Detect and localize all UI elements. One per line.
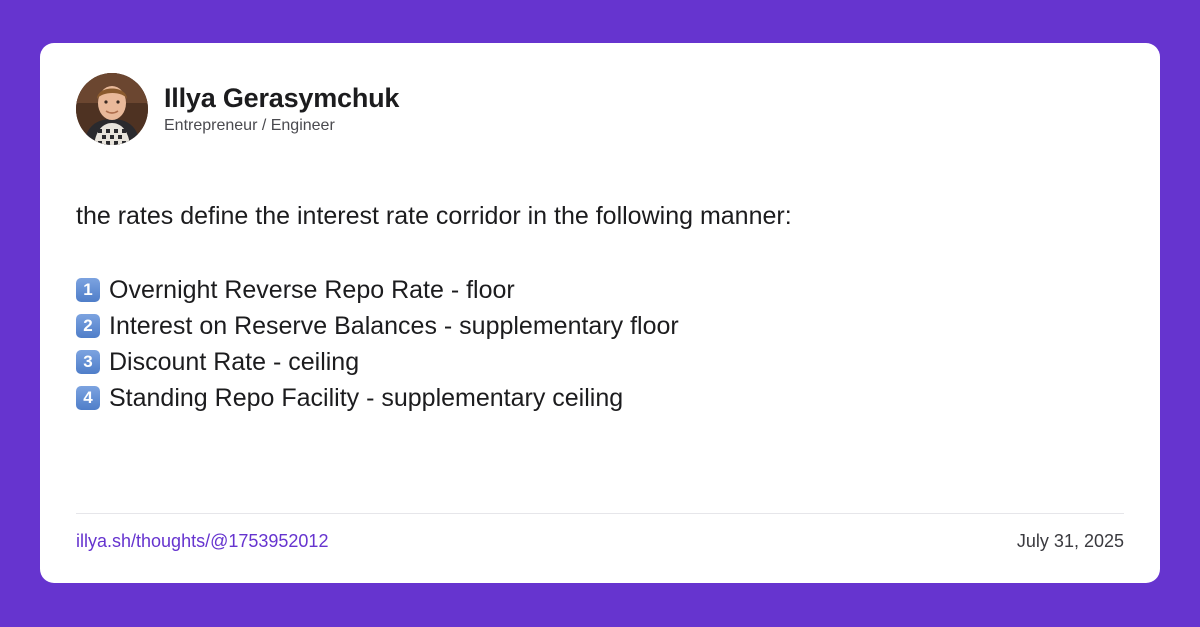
- list-item: 3 Discount Rate - ceiling: [76, 344, 679, 380]
- list-item: 4 Standing Repo Facility - supplementary…: [76, 380, 679, 416]
- list-item-text: Overnight Reverse Repo Rate - floor: [109, 275, 515, 304]
- list-item-text: Standing Repo Facility - supplementary c…: [109, 383, 624, 412]
- post-intro: the rates define the interest rate corri…: [76, 202, 792, 230]
- footer-divider: [76, 513, 1124, 514]
- keycap-number-icon: 2: [76, 314, 100, 338]
- keycap-number-icon: 4: [76, 386, 100, 410]
- post-date: July 31, 2025: [1016, 531, 1124, 551]
- keycap-number-icon: 1: [76, 278, 100, 302]
- permalink[interactable]: illya.sh/thoughts/@1753952012: [76, 531, 329, 551]
- author-role: Entrepreneur / Engineer: [164, 117, 335, 134]
- author-name: Illya Gerasymchuk: [164, 83, 400, 113]
- list-item: 2 Interest on Reserve Balances - supplem…: [76, 308, 679, 344]
- profile-photo-icon: [76, 73, 148, 145]
- list-item-text: Discount Rate - ceiling: [109, 347, 360, 376]
- list-item: 1 Overnight Reverse Repo Rate - floor: [76, 272, 679, 308]
- list-item-text: Interest on Reserve Balances - supplemen…: [109, 311, 679, 340]
- post-list: 1 Overnight Reverse Repo Rate - floor 2 …: [76, 272, 679, 416]
- post-card: Illya Gerasymchuk Entrepreneur / Enginee…: [40, 43, 1160, 583]
- keycap-number-icon: 3: [76, 350, 100, 374]
- avatar[interactable]: [76, 73, 148, 145]
